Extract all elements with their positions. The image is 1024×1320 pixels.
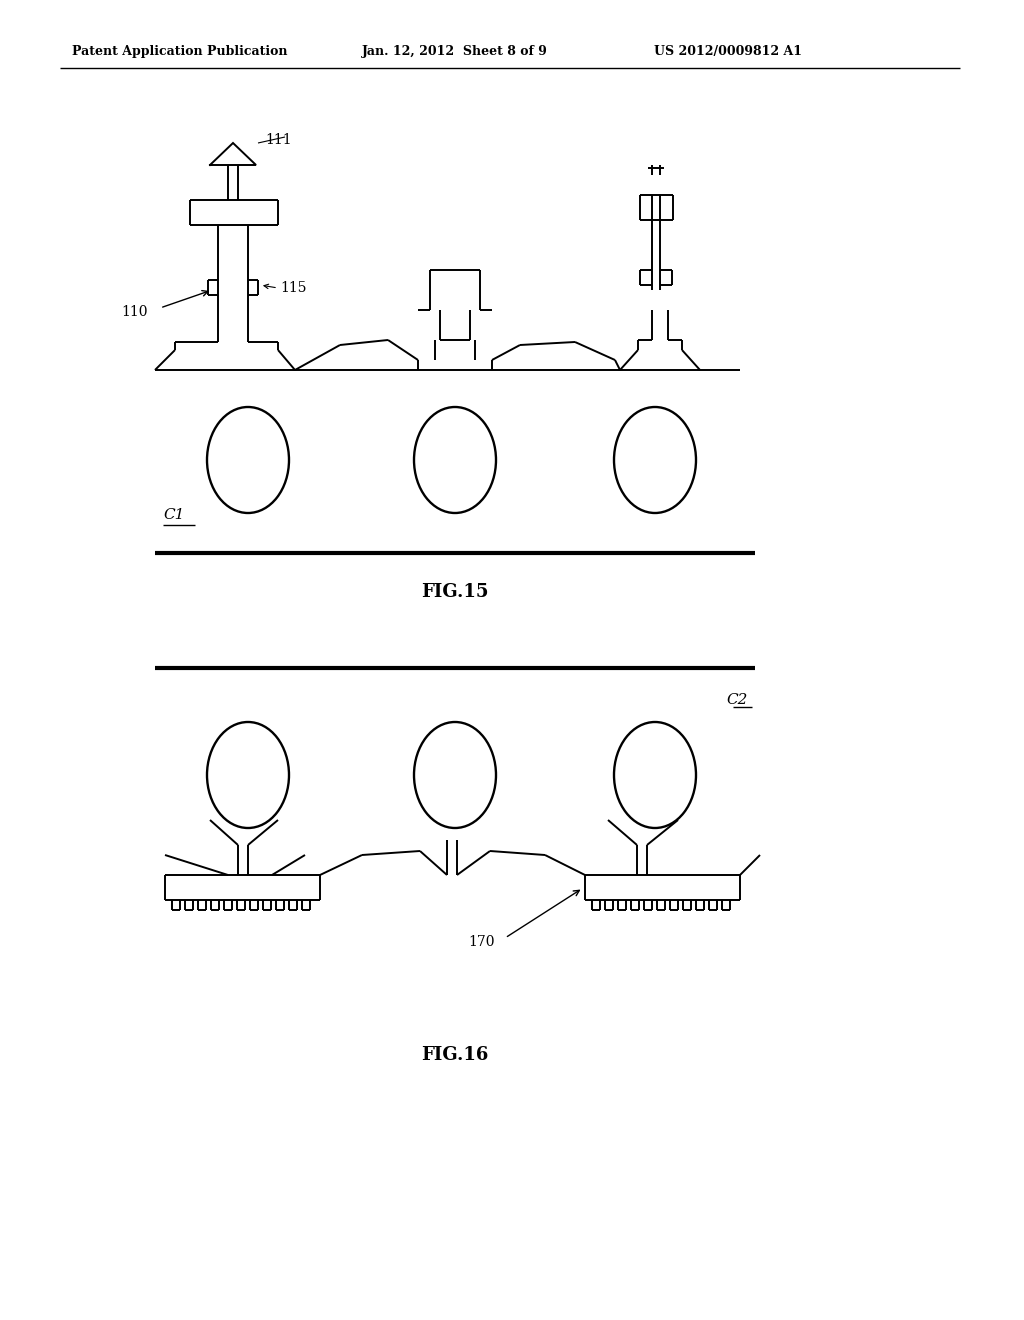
Text: Patent Application Publication: Patent Application Publication — [73, 45, 288, 58]
Text: C2: C2 — [727, 693, 748, 708]
Text: FIG.15: FIG.15 — [421, 583, 488, 601]
Text: 115: 115 — [280, 281, 306, 294]
Text: Jan. 12, 2012  Sheet 8 of 9: Jan. 12, 2012 Sheet 8 of 9 — [362, 45, 548, 58]
Text: 170: 170 — [468, 935, 495, 949]
Text: 110: 110 — [122, 305, 148, 319]
Text: US 2012/0009812 A1: US 2012/0009812 A1 — [654, 45, 802, 58]
Text: C1: C1 — [163, 508, 184, 521]
Text: 111: 111 — [265, 133, 292, 147]
Text: FIG.16: FIG.16 — [421, 1045, 488, 1064]
